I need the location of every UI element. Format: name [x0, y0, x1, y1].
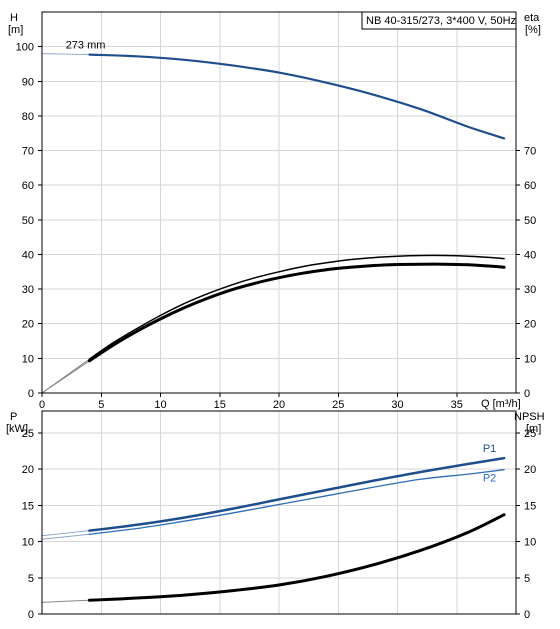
npsh-tick-label: 25	[524, 428, 536, 440]
npsh-curve-line-extrapolated	[41, 599, 90, 603]
flow-tick-label: 20	[273, 399, 285, 411]
head-tick-label: 30	[22, 284, 34, 296]
bottom-plot-frame	[41, 410, 517, 615]
power-tick-label: 10	[22, 537, 34, 549]
npsh-axis-unit: [m]	[526, 423, 541, 435]
head-curve-line	[88, 53, 506, 140]
efficiency-tick-label: 70	[524, 146, 536, 158]
npsh-axis-label: NPSH	[514, 411, 545, 423]
power-tick-label: 5	[28, 573, 34, 585]
flow-tick-label: 25	[332, 399, 344, 411]
power-tick-label: 25	[22, 428, 34, 440]
efficiency-tick-label: 40	[524, 249, 536, 261]
npsh-tick-label: 10	[524, 537, 536, 549]
npsh-tick-label: 15	[524, 500, 536, 512]
head-tick-label: 0	[28, 388, 34, 400]
npsh-tick-label: 5	[524, 573, 530, 585]
power-tick-label: 15	[22, 500, 34, 512]
power-p2-line-extrapolated	[41, 533, 90, 540]
series-label-p1: P1	[483, 443, 496, 455]
head-tick-label: 40	[22, 249, 34, 261]
efficiency-tick-label: 0	[524, 388, 530, 400]
head-tick-label: 20	[22, 319, 34, 331]
head-axis-unit: [m]	[8, 24, 23, 36]
efficiency-curve-line-2	[87, 262, 506, 363]
efficiency-curve-line	[88, 254, 505, 360]
chart-title: NB 40-315/273, 3*400 V, 50Hz	[366, 15, 516, 27]
power-p1-line	[88, 456, 506, 532]
head-tick-label: 70	[22, 146, 34, 158]
head-tick-label: 90	[22, 76, 34, 88]
flow-tick-label: 15	[214, 399, 226, 411]
flow-tick-label: 30	[391, 399, 403, 411]
flow-tick-label: 0	[39, 399, 45, 411]
flow-axis-label: Q [m³/h]	[481, 398, 521, 410]
npsh-tick-label: 20	[524, 464, 536, 476]
power-p2-line	[88, 469, 505, 535]
npsh-curve-line	[87, 513, 506, 602]
npsh-tick-label: 0	[524, 609, 530, 621]
power-p1-line-extrapolated	[41, 530, 90, 537]
efficiency-axis-unit: [%]	[525, 24, 541, 36]
head-tick-label: 100	[16, 42, 34, 54]
efficiency-axis-label: eta	[524, 12, 540, 24]
efficiency-tick-label: 20	[524, 319, 536, 331]
power-axis-unit: [kW]	[6, 423, 28, 435]
power-tick-label: 0	[28, 609, 34, 621]
flow-tick-label: 5	[98, 399, 104, 411]
head-tick-label: 50	[22, 215, 34, 227]
head-curve-line-extrapolated	[41, 53, 90, 56]
head-tick-label: 80	[22, 111, 34, 123]
head-tick-label: 60	[22, 180, 34, 192]
efficiency-tick-label: 50	[524, 215, 536, 227]
power-tick-label: 20	[22, 464, 34, 476]
efficiency-tick-label: 10	[524, 353, 536, 365]
power-axis-label: P	[10, 411, 17, 423]
impeller-diameter-annotation: 273 mm	[66, 39, 106, 51]
head-axis-label: H	[10, 12, 18, 24]
flow-tick-label: 35	[451, 399, 463, 411]
efficiency-tick-label: 30	[524, 284, 536, 296]
efficiency-tick-label: 60	[524, 180, 536, 192]
flow-tick-label: 10	[154, 399, 166, 411]
efficiency-curve-line-2-extrapolated	[41, 360, 90, 394]
title-box	[361, 11, 517, 30]
head-tick-label: 10	[22, 353, 34, 365]
series-label-p2: P2	[483, 473, 496, 485]
